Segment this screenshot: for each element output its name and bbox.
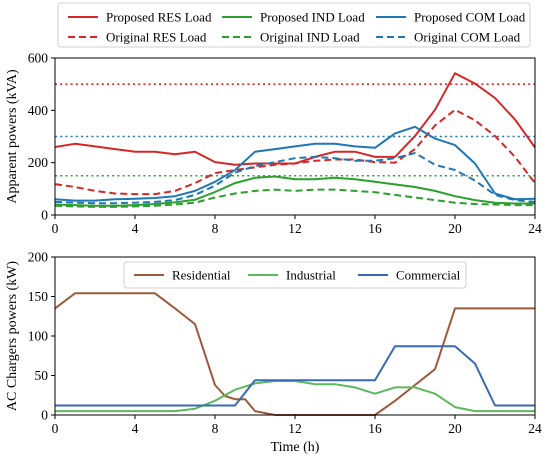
top-series-proposed-ind-load (54, 175, 535, 207)
top-series-proposed-res-load (54, 72, 536, 166)
bottom-legend-frame (123, 261, 467, 289)
top-y-tick-label-200: 200 (28, 155, 49, 170)
top-x-tick-label-12: 12 (288, 221, 302, 236)
bottom-x-tick-label-16: 16 (368, 421, 382, 436)
top-series-original-ind-load (54, 188, 535, 208)
apparent-power-legend: Proposed RES Load Original RES Load Propos… (57, 2, 531, 48)
top-series-original-com-load (54, 152, 536, 205)
top-series-proposed-com-load (54, 125, 536, 202)
top-x-tick-label-8: 8 (212, 221, 219, 236)
top-legend-label-original-res-load: Original RES Load (106, 30, 207, 45)
bottom-x-tick-label-0: 0 (52, 421, 59, 436)
bottom-legend-label-commercial: Commercial (396, 268, 461, 283)
bottom-y-tick-label-150: 150 (28, 289, 49, 304)
top-x-tick-label-4: 4 (132, 221, 139, 236)
top-series-original-res-load (54, 108, 536, 196)
top-y-tick-label-0: 0 (41, 208, 48, 223)
top-y-axis-label: Apparent powers (kVA) (5, 69, 20, 204)
bottom-x-tick-label-12: 12 (288, 421, 302, 436)
bottom-x-tick-label-4: 4 (132, 421, 139, 436)
bottom-y-tick-label-0: 0 (41, 408, 48, 423)
top-legend-label-proposed-ind-load: Proposed IND Load (260, 10, 365, 25)
bottom-x-tick-label-24: 24 (528, 421, 542, 436)
top-x-tick-label-24: 24 (528, 221, 542, 236)
bottom-x-tick-label-20: 20 (448, 421, 462, 436)
bottom-y-tick-label-100: 100 (28, 329, 49, 344)
bottom-y-axis-label: AC Chargers powers (kW) (5, 261, 20, 412)
top-legend-label-proposed-res-load: Proposed RES Load (106, 10, 212, 25)
bottom-series-industrial (55, 380, 535, 413)
top-x-tick-label-16: 16 (368, 221, 382, 236)
apparent-power-panel: 0 4 8 12 16 20 24 0 200 400 600 Apparent powers (kV… (5, 51, 542, 237)
top-x-tick-label-0: 0 (52, 221, 59, 236)
top-y-tick-label-400: 400 (28, 103, 49, 118)
bottom-series-commercial (55, 345, 535, 407)
bottom-y-tick-label-200: 200 (28, 250, 49, 265)
top-legend-label-proposed-com-load: Proposed COM Load (414, 10, 526, 25)
bottom-y-tick-label-50: 50 (35, 368, 49, 383)
bottom-x-axis-label: Time (h) (271, 440, 320, 455)
top-legend-frame (57, 2, 531, 48)
bottom-x-tick-label-8: 8 (212, 421, 219, 436)
top-legend-label-original-ind-load: Original IND Load (260, 30, 360, 45)
bottom-legend-label-industrial: Industrial (286, 268, 336, 283)
top-legend-label-original-com-load: Original COM Load (414, 30, 521, 45)
top-x-tick-label-20: 20 (448, 221, 462, 236)
ac-charger-power-panel: 0 4 8 12 16 20 24 0 50 100 150 200 AC Chargers power… (5, 250, 542, 456)
top-y-tick-label-600: 600 (28, 51, 49, 66)
bottom-legend-label-residential: Residential (172, 268, 231, 283)
